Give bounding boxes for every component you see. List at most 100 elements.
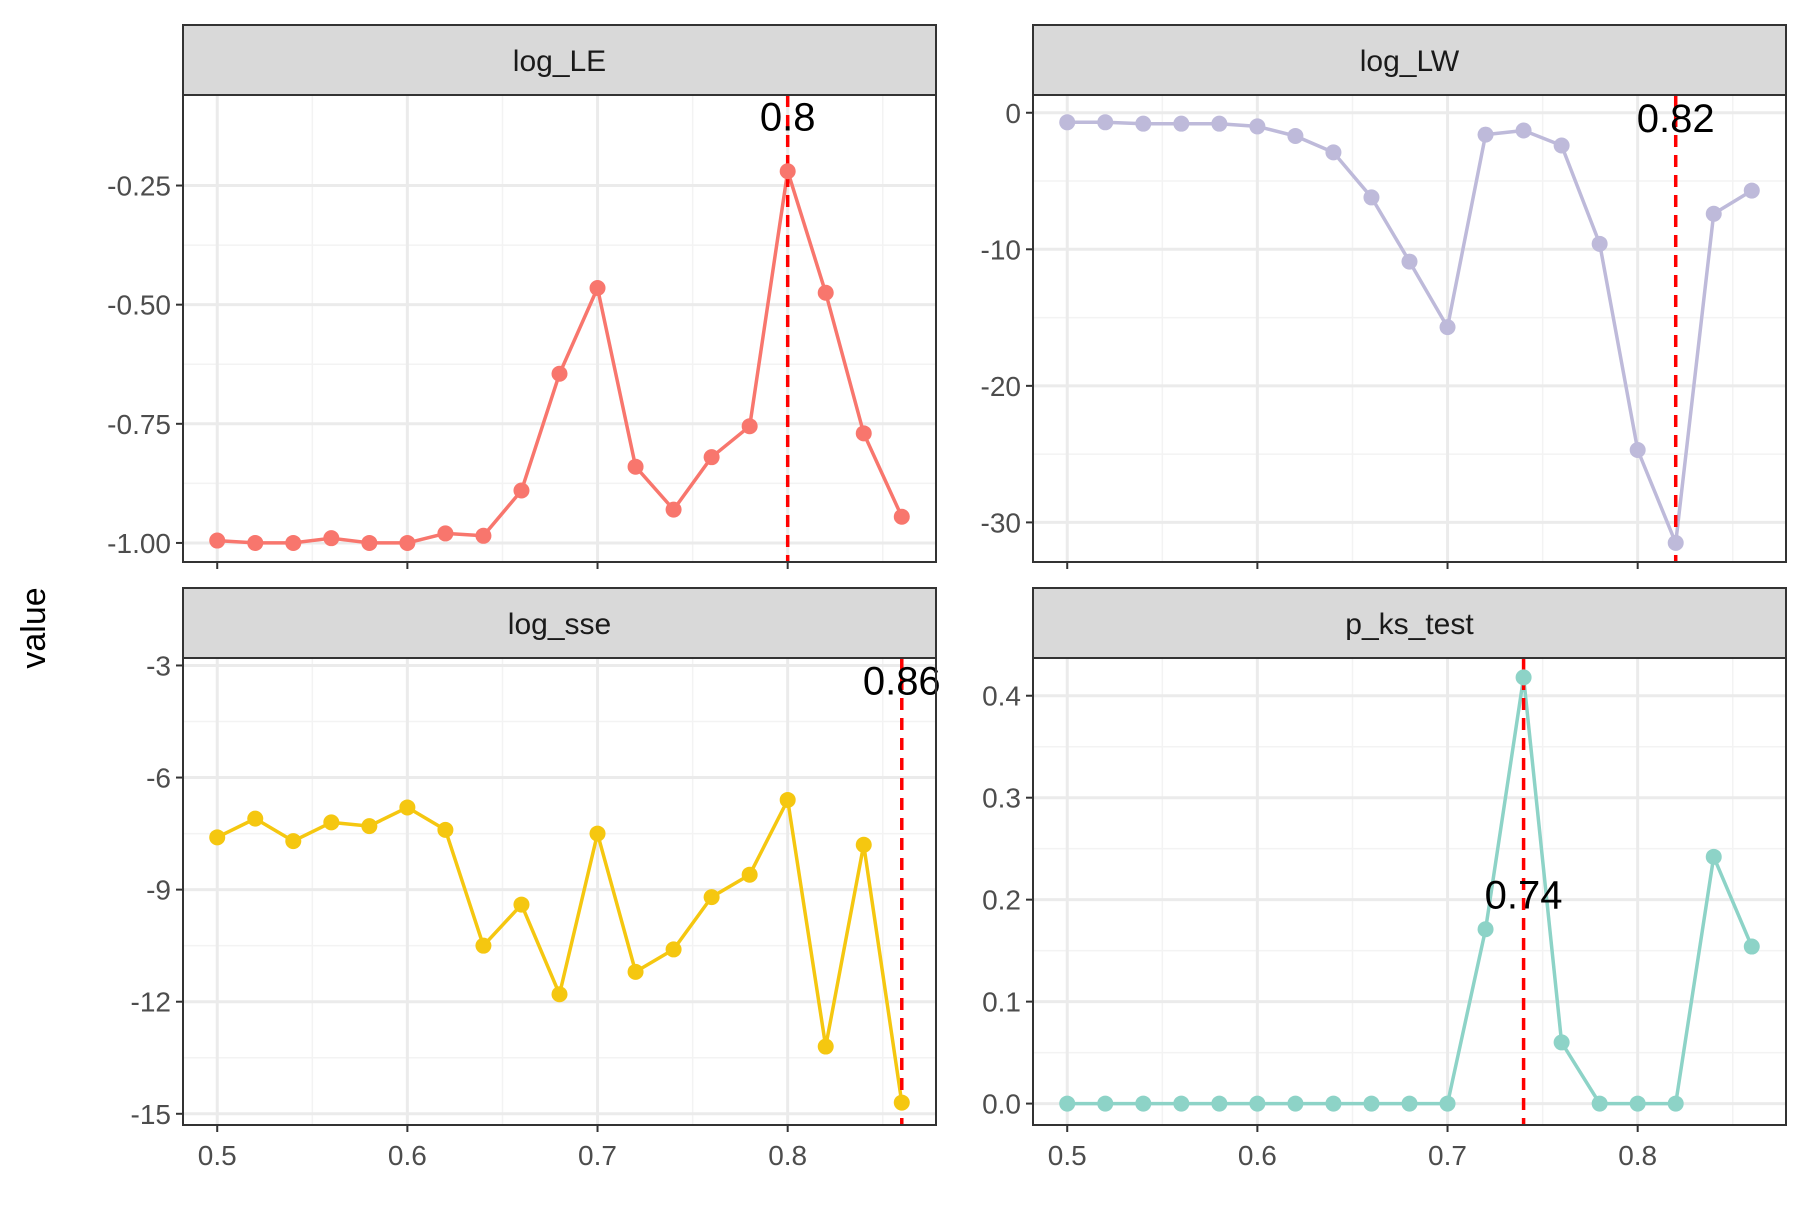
data-point xyxy=(1401,253,1418,270)
y-tick-label: 0.3 xyxy=(982,783,1021,814)
y-tick-label: -6 xyxy=(146,763,171,794)
data-point xyxy=(855,425,872,442)
data-point xyxy=(1097,1095,1114,1112)
y-tick-label: -15 xyxy=(131,1099,171,1130)
x-tick-label: 0.8 xyxy=(1618,1140,1657,1171)
x-tick-label: 0.5 xyxy=(1048,1140,1087,1171)
data-point xyxy=(399,534,416,551)
data-point xyxy=(475,527,492,544)
data-point xyxy=(285,534,302,551)
panel-log_LW: log_LW -30 -20 -10 0 0.82 xyxy=(981,24,1787,569)
y-axis-title: value xyxy=(15,587,53,668)
data-point xyxy=(285,833,302,850)
facet-title: log_LE xyxy=(513,45,606,78)
data-point xyxy=(779,791,796,808)
data-point xyxy=(1401,1095,1418,1112)
y-tick-label: 0.2 xyxy=(982,885,1021,916)
data-point xyxy=(589,279,606,296)
data-point xyxy=(1515,122,1532,139)
data-point xyxy=(1439,1095,1456,1112)
data-point xyxy=(1249,118,1266,135)
data-point xyxy=(893,508,910,525)
y-tick-label: -1.00 xyxy=(107,528,171,559)
marker-label: 0.8 xyxy=(760,95,816,139)
facet-strip xyxy=(182,24,937,96)
data-point xyxy=(437,525,454,542)
data-point xyxy=(1173,115,1190,132)
data-point xyxy=(1667,1095,1684,1112)
facet-title: log_sse xyxy=(508,608,611,641)
data-point xyxy=(1363,189,1380,206)
marker-label: 0.86 xyxy=(863,659,941,703)
data-point xyxy=(323,814,340,831)
data-point xyxy=(703,449,720,466)
panel-border xyxy=(1032,657,1787,1126)
x-tick-label: 0.6 xyxy=(388,1140,427,1171)
plot-background xyxy=(183,95,936,562)
data-point xyxy=(1705,205,1722,222)
data-point xyxy=(741,866,758,883)
marker-label: 0.74 xyxy=(1485,874,1563,918)
x-tick-label: 0.7 xyxy=(578,1140,617,1171)
data-point xyxy=(437,821,454,838)
data-point xyxy=(855,836,872,853)
data-point xyxy=(1135,115,1152,132)
data-point xyxy=(1439,319,1456,336)
data-point xyxy=(1325,1095,1342,1112)
data-point xyxy=(1591,235,1608,252)
y-tick-label: 0 xyxy=(1005,98,1021,129)
data-point xyxy=(1059,1095,1076,1112)
y-tick-label: -12 xyxy=(131,987,171,1018)
data-point xyxy=(1705,848,1722,865)
data-point xyxy=(513,896,530,913)
data-point xyxy=(627,458,644,475)
facet-title: p_ks_test xyxy=(1345,608,1474,641)
y-tick-label: 0.0 xyxy=(982,1089,1021,1120)
data-point xyxy=(893,1094,910,1111)
data-point xyxy=(1173,1095,1190,1112)
data-point xyxy=(361,534,378,551)
data-point xyxy=(1629,442,1646,459)
data-point xyxy=(551,365,568,382)
marker-label: 0.82 xyxy=(1637,97,1715,141)
data-point xyxy=(1477,921,1494,938)
y-tick-label: -0.50 xyxy=(107,290,171,321)
data-point xyxy=(665,501,682,518)
data-point xyxy=(741,418,758,435)
data-point xyxy=(1363,1095,1380,1112)
data-point xyxy=(779,163,796,180)
data-point xyxy=(361,818,378,835)
y-tick-label: -10 xyxy=(981,234,1021,265)
data-point xyxy=(817,1038,834,1055)
x-tick-label: 0.6 xyxy=(1238,1140,1277,1171)
x-tick-label: 0.8 xyxy=(768,1140,807,1171)
data-point xyxy=(247,810,264,827)
data-point xyxy=(209,532,226,549)
data-point xyxy=(665,941,682,958)
data-point xyxy=(209,829,226,846)
data-point xyxy=(1553,1034,1570,1051)
data-point xyxy=(1743,182,1760,199)
data-point xyxy=(1287,1095,1304,1112)
data-point xyxy=(323,530,340,547)
y-tick-label: -3 xyxy=(146,650,171,681)
data-point xyxy=(627,963,644,980)
y-tick-label: -9 xyxy=(146,875,171,906)
data-point xyxy=(589,825,606,842)
data-point xyxy=(1553,137,1570,154)
data-point xyxy=(1135,1095,1152,1112)
data-point xyxy=(247,534,264,551)
facet-title: log_LW xyxy=(1360,45,1460,78)
data-point xyxy=(1743,938,1760,955)
panel-log_LE: log_LE -1.00 -0.75 -0.50 -0.25 0.8 xyxy=(107,24,937,569)
y-tick-label: 0.1 xyxy=(982,987,1021,1018)
y-tick-label: -0.25 xyxy=(107,171,171,202)
facet-strip xyxy=(1032,587,1787,659)
plot-background xyxy=(1033,658,1786,1125)
panel-border xyxy=(182,657,937,1126)
data-point xyxy=(475,937,492,954)
plot-background xyxy=(1033,95,1786,562)
x-tick-label: 0.7 xyxy=(1428,1140,1467,1171)
